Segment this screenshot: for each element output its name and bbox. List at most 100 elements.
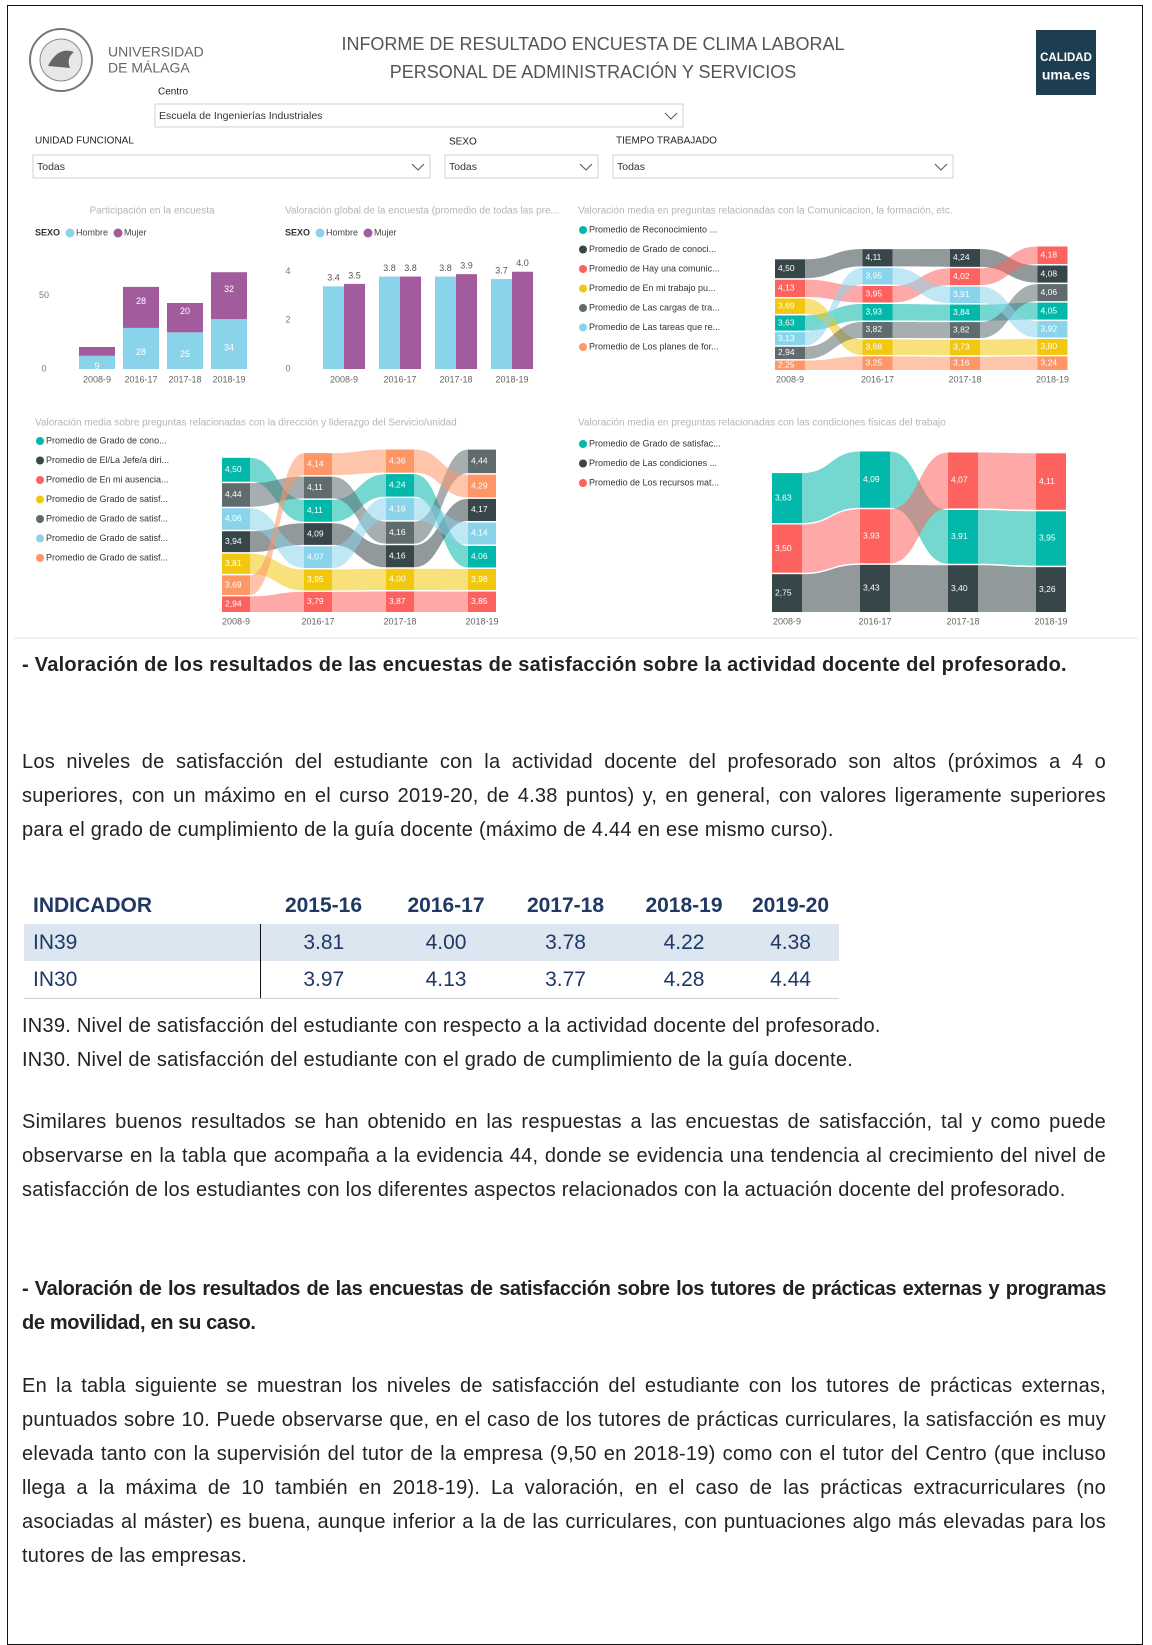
table-cell: IN30 <box>24 961 261 999</box>
ribbon-segment <box>950 286 980 304</box>
heading: - Valoración de los resultados de las en… <box>22 1272 1106 1340</box>
ribbon <box>332 568 386 591</box>
heading-text: - Valoración de los resultados de las en… <box>22 654 1067 676</box>
badge-text: uma.es <box>1042 67 1090 83</box>
ribbon-segment <box>950 322 980 339</box>
ribbon <box>332 498 386 568</box>
ribbon <box>414 591 468 612</box>
heading-text: - Valoración de los resultados de las en… <box>22 1278 1106 1334</box>
bar <box>211 319 247 369</box>
ribbon-segment <box>775 298 805 314</box>
ribbon-segment <box>304 499 332 522</box>
dropdown <box>32 154 431 179</box>
data-label: 3,40 <box>951 583 968 593</box>
ribbon <box>890 564 948 612</box>
y-tick-label: 0 <box>285 363 290 373</box>
data-label: 3,87 <box>389 596 406 606</box>
data-label: 4,13 <box>778 283 795 293</box>
data-label: 3,93 <box>863 531 880 541</box>
dropdown-value: Todas <box>449 161 477 173</box>
ribbon-segment <box>386 474 414 497</box>
legend-label: Promedio de Los planes de for... <box>589 341 719 351</box>
ribbon-segment <box>1037 265 1068 283</box>
x-tick-label: 2016-17 <box>858 616 891 626</box>
table-cell: 3.97 <box>260 961 387 999</box>
chart-title: Valoración media en preguntas relacionad… <box>578 418 946 429</box>
table-body: IN39 3.81 4.00 3.78 4.22 4.38 IN30 3.97 4.13 3.77… <box>24 924 839 999</box>
ribbon-segment <box>772 574 802 612</box>
ribbon-segment <box>772 473 802 524</box>
ribbon <box>805 356 863 370</box>
paragraph: Similares buenos resultados se han obten… <box>22 1105 1106 1207</box>
note: IN30. Nivel de satisfacción del estudian… <box>22 1049 854 1071</box>
data-label: 3,24 <box>1041 357 1058 367</box>
legend-label: Mujer <box>124 227 147 237</box>
ribbon-segment <box>386 545 414 568</box>
data-label: 3,26 <box>1039 584 1056 594</box>
x-tick-label: 2017-18 <box>439 374 472 384</box>
legend-marker <box>36 495 44 504</box>
table-cell: 3.78 <box>505 924 626 961</box>
ribbon-segment <box>386 498 414 521</box>
dropdown-value: Todas <box>37 161 65 173</box>
legend-marker <box>36 554 44 562</box>
legend-label: Promedio de Grado de cono... <box>46 435 167 445</box>
header-cell: 2018-19 <box>645 893 723 917</box>
data-label: 3,82 <box>953 324 970 334</box>
chart-title: Valoración media en preguntas relacionad… <box>578 206 952 217</box>
ribbon <box>892 267 950 304</box>
dropdown <box>154 103 684 128</box>
x-tick-label: 2017-18 <box>168 374 201 384</box>
dashboard: UNIVERSIDAD DE MÁLAGA INFORME DE RESULTA… <box>14 28 1138 639</box>
ribbon-segment <box>950 356 980 370</box>
x-tick-label: 2008-9 <box>83 374 111 384</box>
legend-label: Promedio de Las cargas de tra... <box>589 302 720 312</box>
note: IN39. Nivel de satisfacción del estudian… <box>22 1015 881 1037</box>
header-cell: INDICADOR <box>33 893 152 917</box>
legend-marker <box>579 440 587 448</box>
x-tick-label: 2017-18 <box>946 616 979 626</box>
data-label: 4,16 <box>389 527 406 537</box>
ribbon-segment <box>222 575 250 595</box>
data-label: 4,14 <box>307 458 324 468</box>
legend-label: Promedio de Las condiciones ... <box>589 458 717 468</box>
ribbon-segment <box>775 332 805 346</box>
legend-marker <box>36 456 44 465</box>
ribbon-segment <box>775 315 805 331</box>
legend-label: Promedio de En mi trabajo pu... <box>589 283 716 293</box>
ribbon-segment <box>468 545 496 568</box>
legend-marker <box>363 228 373 238</box>
data-label: 4,50 <box>778 263 795 273</box>
data-label: 4,06 <box>471 551 488 561</box>
table-cell: 4.38 <box>742 924 839 961</box>
filter-label: UNIDAD FUNCIONAL <box>35 136 134 147</box>
legend-marker <box>315 228 325 238</box>
filter-label: SEXO <box>449 137 477 148</box>
x-tick-label: 2016-17 <box>861 374 894 384</box>
data-label: 2,75 <box>775 587 792 597</box>
table-cell: 3.77 <box>505 961 626 999</box>
table-cell: 4.44 <box>742 961 839 999</box>
ribbon <box>892 249 950 267</box>
data-label: 4,07 <box>307 551 324 561</box>
legend-marker <box>579 479 587 487</box>
data-label: 3.8 <box>439 263 452 273</box>
legend-label: Promedio de Grado de satisf... <box>46 494 168 504</box>
table-cell: IN39 <box>24 924 261 961</box>
logo-bird <box>48 50 74 68</box>
ribbon <box>414 498 468 545</box>
badge <box>1036 30 1096 95</box>
data-label: 4,16 <box>389 503 406 513</box>
legend-label: Promedio de Los recursos mat... <box>589 477 719 487</box>
data-label: 34 <box>224 342 234 352</box>
data-label: 3,79 <box>307 596 324 606</box>
ribbon-segment <box>386 591 414 612</box>
data-label: 3.8 <box>383 263 396 273</box>
ribbon <box>978 509 1036 566</box>
ribbon-segment <box>950 304 980 321</box>
ribbon <box>892 356 950 370</box>
bar <box>344 283 365 369</box>
ribbon-segment <box>775 360 805 370</box>
ribbon-segment <box>1037 356 1068 370</box>
data-label: 3,84 <box>953 307 970 317</box>
